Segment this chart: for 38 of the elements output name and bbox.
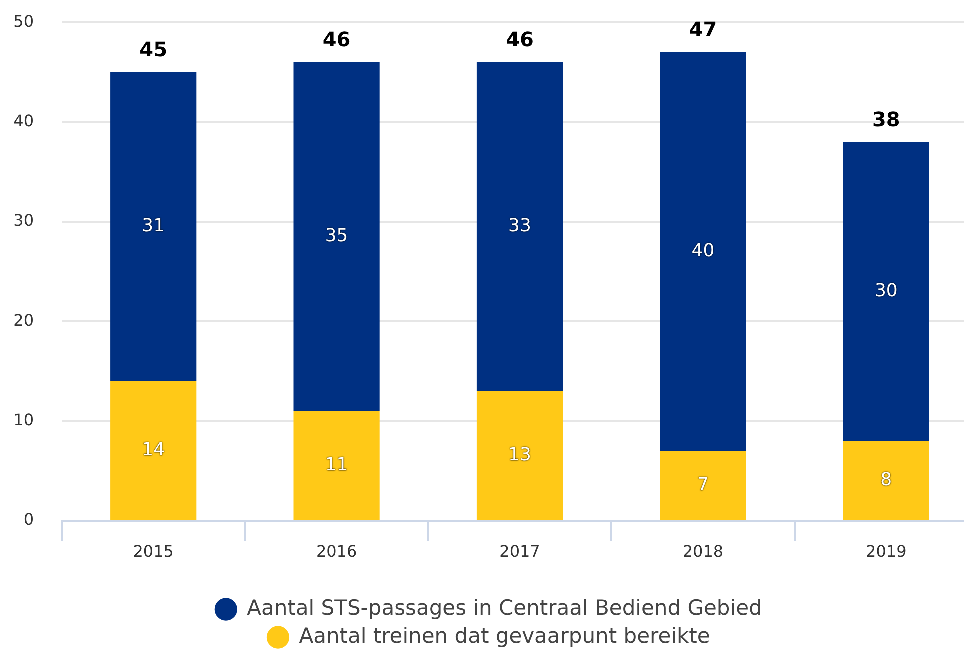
bar [660, 451, 746, 520]
bar [843, 142, 930, 442]
data-label: 14 [142, 439, 166, 460]
legend-label: Aantal treinen dat gevaarpunt bereikte [299, 624, 710, 648]
x-tick-label: 2015 [133, 542, 174, 561]
x-tick-label: 2018 [682, 542, 724, 561]
total-label: 47 [689, 18, 718, 42]
data-label: 30 [874, 280, 898, 302]
total-label: 45 [140, 38, 168, 62]
x-tick-label: 2019 [866, 542, 907, 561]
y-tick-label: 20 [14, 310, 34, 330]
bar [660, 52, 746, 452]
data-label: 31 [142, 216, 166, 237]
data-label: 35 [325, 226, 348, 247]
data-label: 7 [697, 474, 709, 496]
data-label: 33 [508, 216, 532, 237]
data-label: 11 [325, 454, 348, 476]
data-label: 13 [508, 444, 532, 466]
legend-label: Aantal STS-passages in Centraal Bediend Gebied [247, 596, 762, 620]
bar [294, 411, 380, 520]
y-tick-label: 40 [14, 111, 34, 130]
bar [476, 391, 564, 520]
x-tick-label: 2017 [500, 542, 540, 561]
data-label: 40 [692, 240, 715, 262]
data-label: 8 [880, 469, 892, 490]
bar [110, 72, 197, 382]
total-label: 46 [506, 28, 534, 52]
y-tick-label: 50 [14, 12, 34, 31]
bar [476, 62, 564, 392]
y-tick-label: 0 [24, 510, 34, 530]
y-tick-label: 10 [14, 410, 34, 430]
bar [294, 62, 380, 412]
bar [843, 441, 930, 520]
total-label: 38 [872, 107, 900, 132]
x-tick-label: 2016 [316, 542, 358, 561]
y-tick-label: 30 [14, 211, 34, 230]
bar [110, 381, 197, 520]
total-label: 46 [322, 28, 351, 52]
